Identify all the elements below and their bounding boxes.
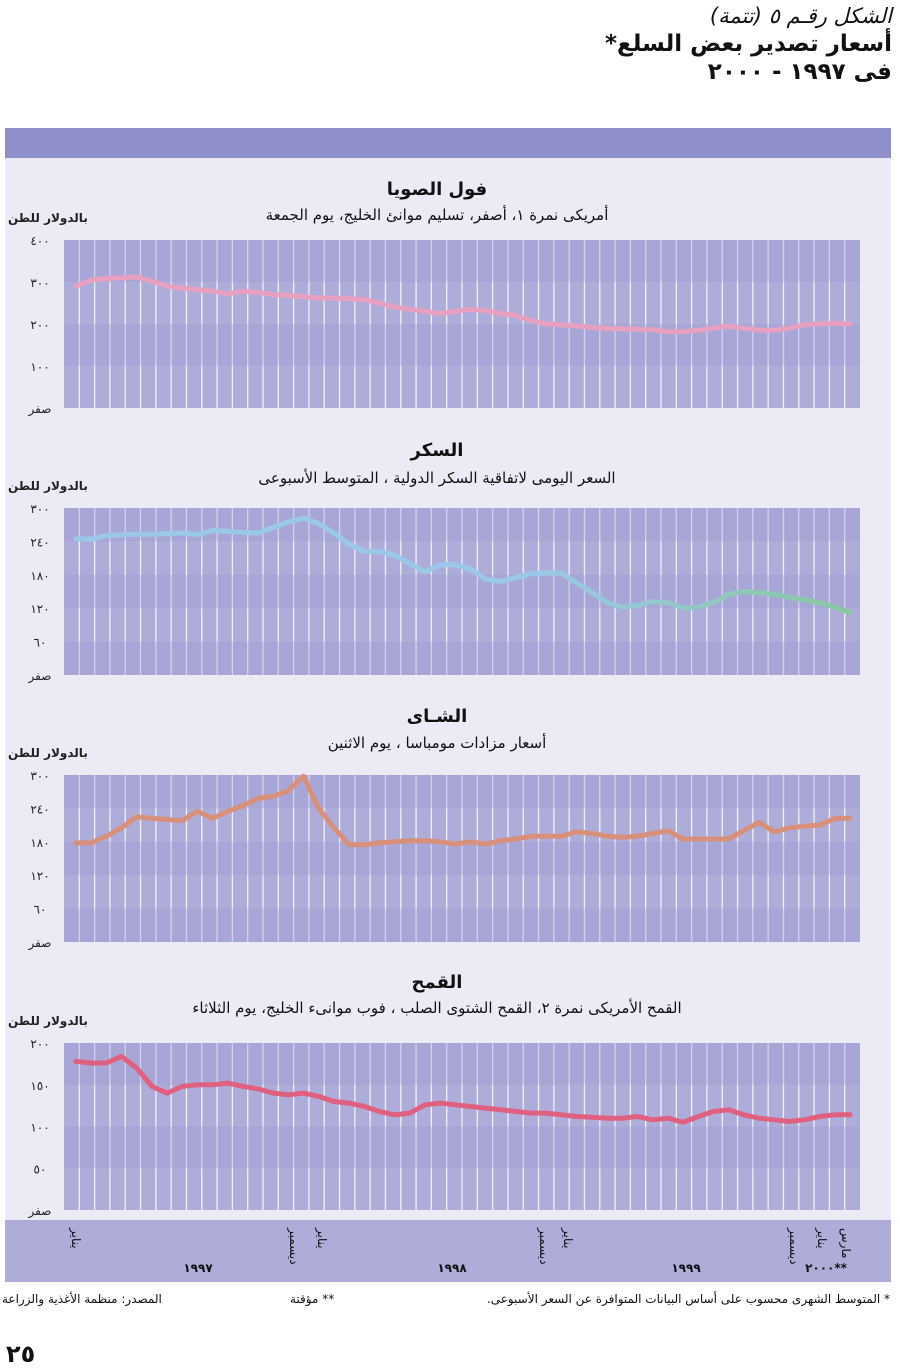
chart-subtitle: القمح الأمريكى نمرة ٢، القمح الشتوى الصل… bbox=[192, 998, 681, 1017]
x-month-label: ديسمبر bbox=[286, 1227, 301, 1265]
chart-title: السكر bbox=[410, 440, 464, 461]
series-line bbox=[73, 773, 853, 848]
chart-subtitle: أسعار مزادات مومباسا ، يوم الاثنين bbox=[328, 733, 547, 752]
x-year-label: ١٩٩٧ bbox=[183, 1261, 213, 1275]
grid-band bbox=[64, 1126, 860, 1169]
y-tick-label: ٣٠٠ bbox=[30, 276, 49, 290]
y-tick-label: صفر bbox=[28, 402, 52, 417]
grid-band bbox=[64, 324, 860, 366]
y-axis-label: بالدولار للطن bbox=[8, 479, 88, 494]
footnote-provisional: ** مؤقتة bbox=[290, 1292, 335, 1306]
y-tick-label: ٦٠ bbox=[34, 636, 47, 650]
grid-band bbox=[64, 641, 860, 675]
y-tick-label: ١٠٠ bbox=[30, 360, 49, 374]
y-tick-label: ١٠٠ bbox=[30, 1121, 49, 1135]
y-tick-label: ٣٠٠ bbox=[30, 769, 49, 783]
x-month-label: ديسمبر bbox=[536, 1227, 551, 1265]
y-tick-label: ٢٤٠ bbox=[30, 535, 49, 549]
y-axis-label: بالدولار للطن bbox=[8, 746, 88, 761]
series-line bbox=[73, 515, 853, 616]
y-tick-label: ٢٠٠ bbox=[30, 318, 49, 332]
y-axis-label: بالدولار للطن bbox=[8, 1014, 88, 1029]
chart-subtitle: أمريكى نمرة ١، أصفر، تسليم موانئ الخليج،… bbox=[266, 205, 609, 224]
chart-title: القمح bbox=[412, 972, 463, 993]
x-month-label: يناير bbox=[68, 1227, 83, 1249]
y-tick-label: ٢٤٠ bbox=[30, 802, 49, 816]
x-month-label: يناير bbox=[560, 1227, 575, 1249]
y-tick-label: صفر bbox=[28, 669, 52, 684]
header-band bbox=[5, 128, 891, 158]
y-tick-label: ٦٠ bbox=[34, 903, 47, 917]
grid-band bbox=[64, 574, 860, 609]
y-tick-label: ٢٠٠ bbox=[30, 1037, 49, 1051]
grid-band bbox=[64, 240, 860, 282]
x-month-label: يناير bbox=[314, 1227, 329, 1249]
footnote-monthly: * المتوسط الشهرى محسوب على أساس البيانات… bbox=[486, 1292, 890, 1306]
x-year-label: ١٩٩٩ bbox=[671, 1261, 701, 1275]
x-axis-band bbox=[5, 1220, 891, 1282]
x-year-label: ٢٠٠٠** bbox=[805, 1261, 848, 1275]
page-number: ٢٥ bbox=[6, 1340, 36, 1368]
y-tick-label: ٤٠٠ bbox=[30, 234, 49, 248]
grid-band bbox=[64, 775, 860, 809]
grid-band bbox=[64, 908, 860, 942]
grid-band bbox=[64, 841, 860, 876]
y-axis-label: بالدولار للطن bbox=[8, 211, 88, 226]
grid-band bbox=[64, 1043, 860, 1085]
y-tick-label: ١٢٠ bbox=[30, 602, 49, 616]
chart-title: الشـاى bbox=[407, 706, 468, 727]
figure-title-block: الشكل رقـم ٥ (تتمة) أسعار تصدير بعض السل… bbox=[605, 2, 892, 86]
x-month-label: مارس bbox=[838, 1228, 853, 1259]
chart-title: فول الصويا bbox=[387, 179, 487, 200]
y-tick-label: صفر bbox=[28, 1204, 52, 1219]
y-tick-label: ١٨٠ bbox=[30, 569, 49, 583]
y-tick-label: صفر bbox=[28, 936, 52, 951]
figure-period: فى ١٩٩٧ - ٢٠٠٠ bbox=[707, 59, 892, 85]
figure-title: أسعار تصدير بعض السلع* bbox=[605, 31, 892, 57]
x-month-label: ديسمبر bbox=[786, 1227, 801, 1265]
series-line bbox=[73, 274, 853, 335]
y-tick-label: ٣٠٠ bbox=[30, 502, 49, 516]
y-tick-label: ١٥٠ bbox=[30, 1079, 49, 1093]
x-year-label: ١٩٩٨ bbox=[437, 1261, 467, 1275]
grid-band bbox=[64, 508, 860, 542]
y-tick-label: ١٨٠ bbox=[30, 836, 49, 850]
y-tick-label: ٥٠ bbox=[34, 1162, 47, 1176]
source-note: المصدر: منظمة الأغذية والزراعة bbox=[2, 1292, 162, 1306]
y-tick-label: ١٢٠ bbox=[30, 869, 49, 883]
x-month-label: يناير bbox=[814, 1227, 829, 1249]
series-line bbox=[73, 1053, 853, 1125]
figure-caption: الشكل رقـم ٥ (تتمة) bbox=[709, 4, 892, 28]
chart-subtitle: السعر اليومى لاتفاقية السكر الدولية ، ال… bbox=[258, 468, 615, 487]
